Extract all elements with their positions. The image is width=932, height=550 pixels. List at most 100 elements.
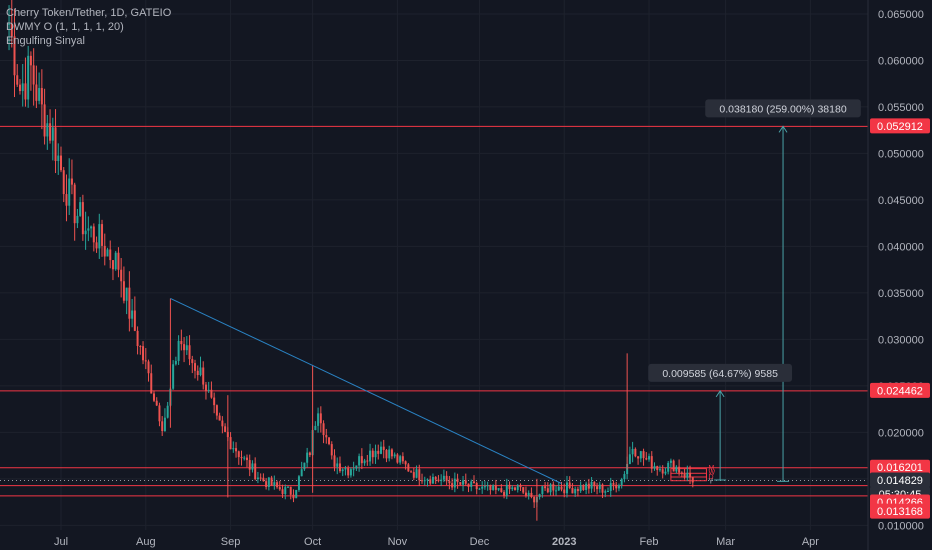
candle-body (467, 483, 470, 487)
candle-body (183, 344, 186, 351)
price-tag (870, 118, 930, 134)
measure-label-box (705, 99, 861, 118)
candle-body (174, 360, 177, 365)
candle-body (483, 486, 486, 488)
candle-body (658, 469, 661, 471)
candle-body (207, 389, 210, 391)
candle-body (333, 455, 336, 467)
candle-body (90, 226, 93, 229)
candle-body (511, 487, 514, 490)
candle-body (680, 472, 683, 474)
candle-body (224, 426, 227, 432)
candle-body (349, 469, 352, 476)
candle-body (412, 472, 415, 478)
candle-body (388, 449, 391, 459)
price-tag-label: 0.013168 (877, 506, 923, 518)
candle-body (374, 450, 377, 458)
candle-body (51, 127, 54, 141)
indicator-engulfing[interactable]: Engulfing Sinyal (6, 35, 85, 47)
candle-body (232, 448, 235, 450)
candle-body (568, 482, 571, 488)
candle-body (475, 483, 478, 490)
candle-body (300, 469, 303, 477)
candle-body (604, 491, 607, 493)
candle-body (243, 457, 246, 459)
candle-body (489, 485, 492, 490)
candle-body (549, 484, 552, 493)
candle-body (150, 373, 153, 394)
price-axis[interactable]: 0.065000 0.060000 0.055000 0.050000 0.045000… (867, 0, 930, 550)
candle-body (631, 448, 634, 455)
candle-body (639, 451, 642, 459)
candle-body (295, 489, 298, 499)
candle-body (612, 483, 615, 485)
candle-body (675, 466, 678, 472)
candle-body (623, 474, 626, 480)
candle-body (377, 450, 380, 454)
candle-body (686, 472, 689, 478)
y-tick-label: 0.020000 (878, 427, 924, 439)
measure-label: 0.009585 (64.67%) 9585 (662, 368, 778, 380)
candle-body (598, 484, 601, 490)
candle-body (524, 492, 527, 496)
candle-body (385, 449, 388, 459)
candle-body (65, 194, 68, 206)
candle-body (204, 384, 207, 391)
candle-body (615, 484, 618, 489)
candle-body (128, 287, 131, 319)
candle-body (79, 202, 82, 216)
indicator-dwmy[interactable]: DWMY O (1, 1, 1, 1, 20) (6, 21, 124, 33)
candle-body (62, 170, 65, 195)
candle-body (142, 346, 145, 361)
candle-body (645, 458, 648, 460)
candle-body (505, 484, 508, 496)
candle-body (557, 486, 560, 491)
candle-body (270, 477, 273, 486)
candle-body (672, 460, 675, 472)
candle-body (338, 463, 341, 472)
candle-body (158, 405, 161, 422)
candle-body (519, 485, 522, 488)
candle-body (552, 484, 555, 491)
candle-body (287, 486, 290, 488)
x-tick-label: Feb (640, 536, 659, 548)
candle-body (328, 437, 331, 445)
level-marker: M (708, 465, 714, 472)
candle-body (81, 202, 84, 235)
candle-body (284, 487, 287, 495)
candle-body (166, 405, 169, 418)
trendline (170, 298, 562, 484)
candle-body (13, 36, 16, 76)
candle-body (289, 486, 292, 495)
candle-body (18, 84, 21, 92)
candle-body (456, 478, 459, 483)
candle-body (24, 83, 27, 100)
candle-body (648, 456, 651, 460)
time-axis[interactable]: Jul Aug Sep Oct Nov Dec 2023 Feb Mar Apr (54, 536, 819, 548)
trendline-layer (170, 298, 562, 484)
candle-body (522, 487, 525, 493)
candle-body (423, 480, 426, 482)
candle-body (27, 55, 30, 100)
y-tick-label: 0.065000 (878, 9, 924, 21)
candle-body (95, 242, 98, 249)
candle-body (399, 456, 402, 463)
candle-body (237, 451, 240, 458)
candle-body (464, 480, 467, 484)
candle-body (451, 483, 454, 488)
candle-body (418, 469, 421, 481)
candle-body (92, 226, 95, 243)
candle-body (620, 479, 623, 486)
level-box (670, 472, 707, 482)
candle-body (308, 452, 311, 456)
candle-body (421, 480, 424, 482)
candle-body (667, 462, 670, 472)
candle-body (494, 485, 497, 490)
candle-body (587, 483, 590, 489)
candle-body (390, 449, 393, 457)
y-tick-label: 0.030000 (878, 334, 924, 346)
candle-body (445, 475, 448, 482)
symbol-title[interactable]: Cherry Token/Tether, 1D, GATEIO (6, 7, 172, 19)
